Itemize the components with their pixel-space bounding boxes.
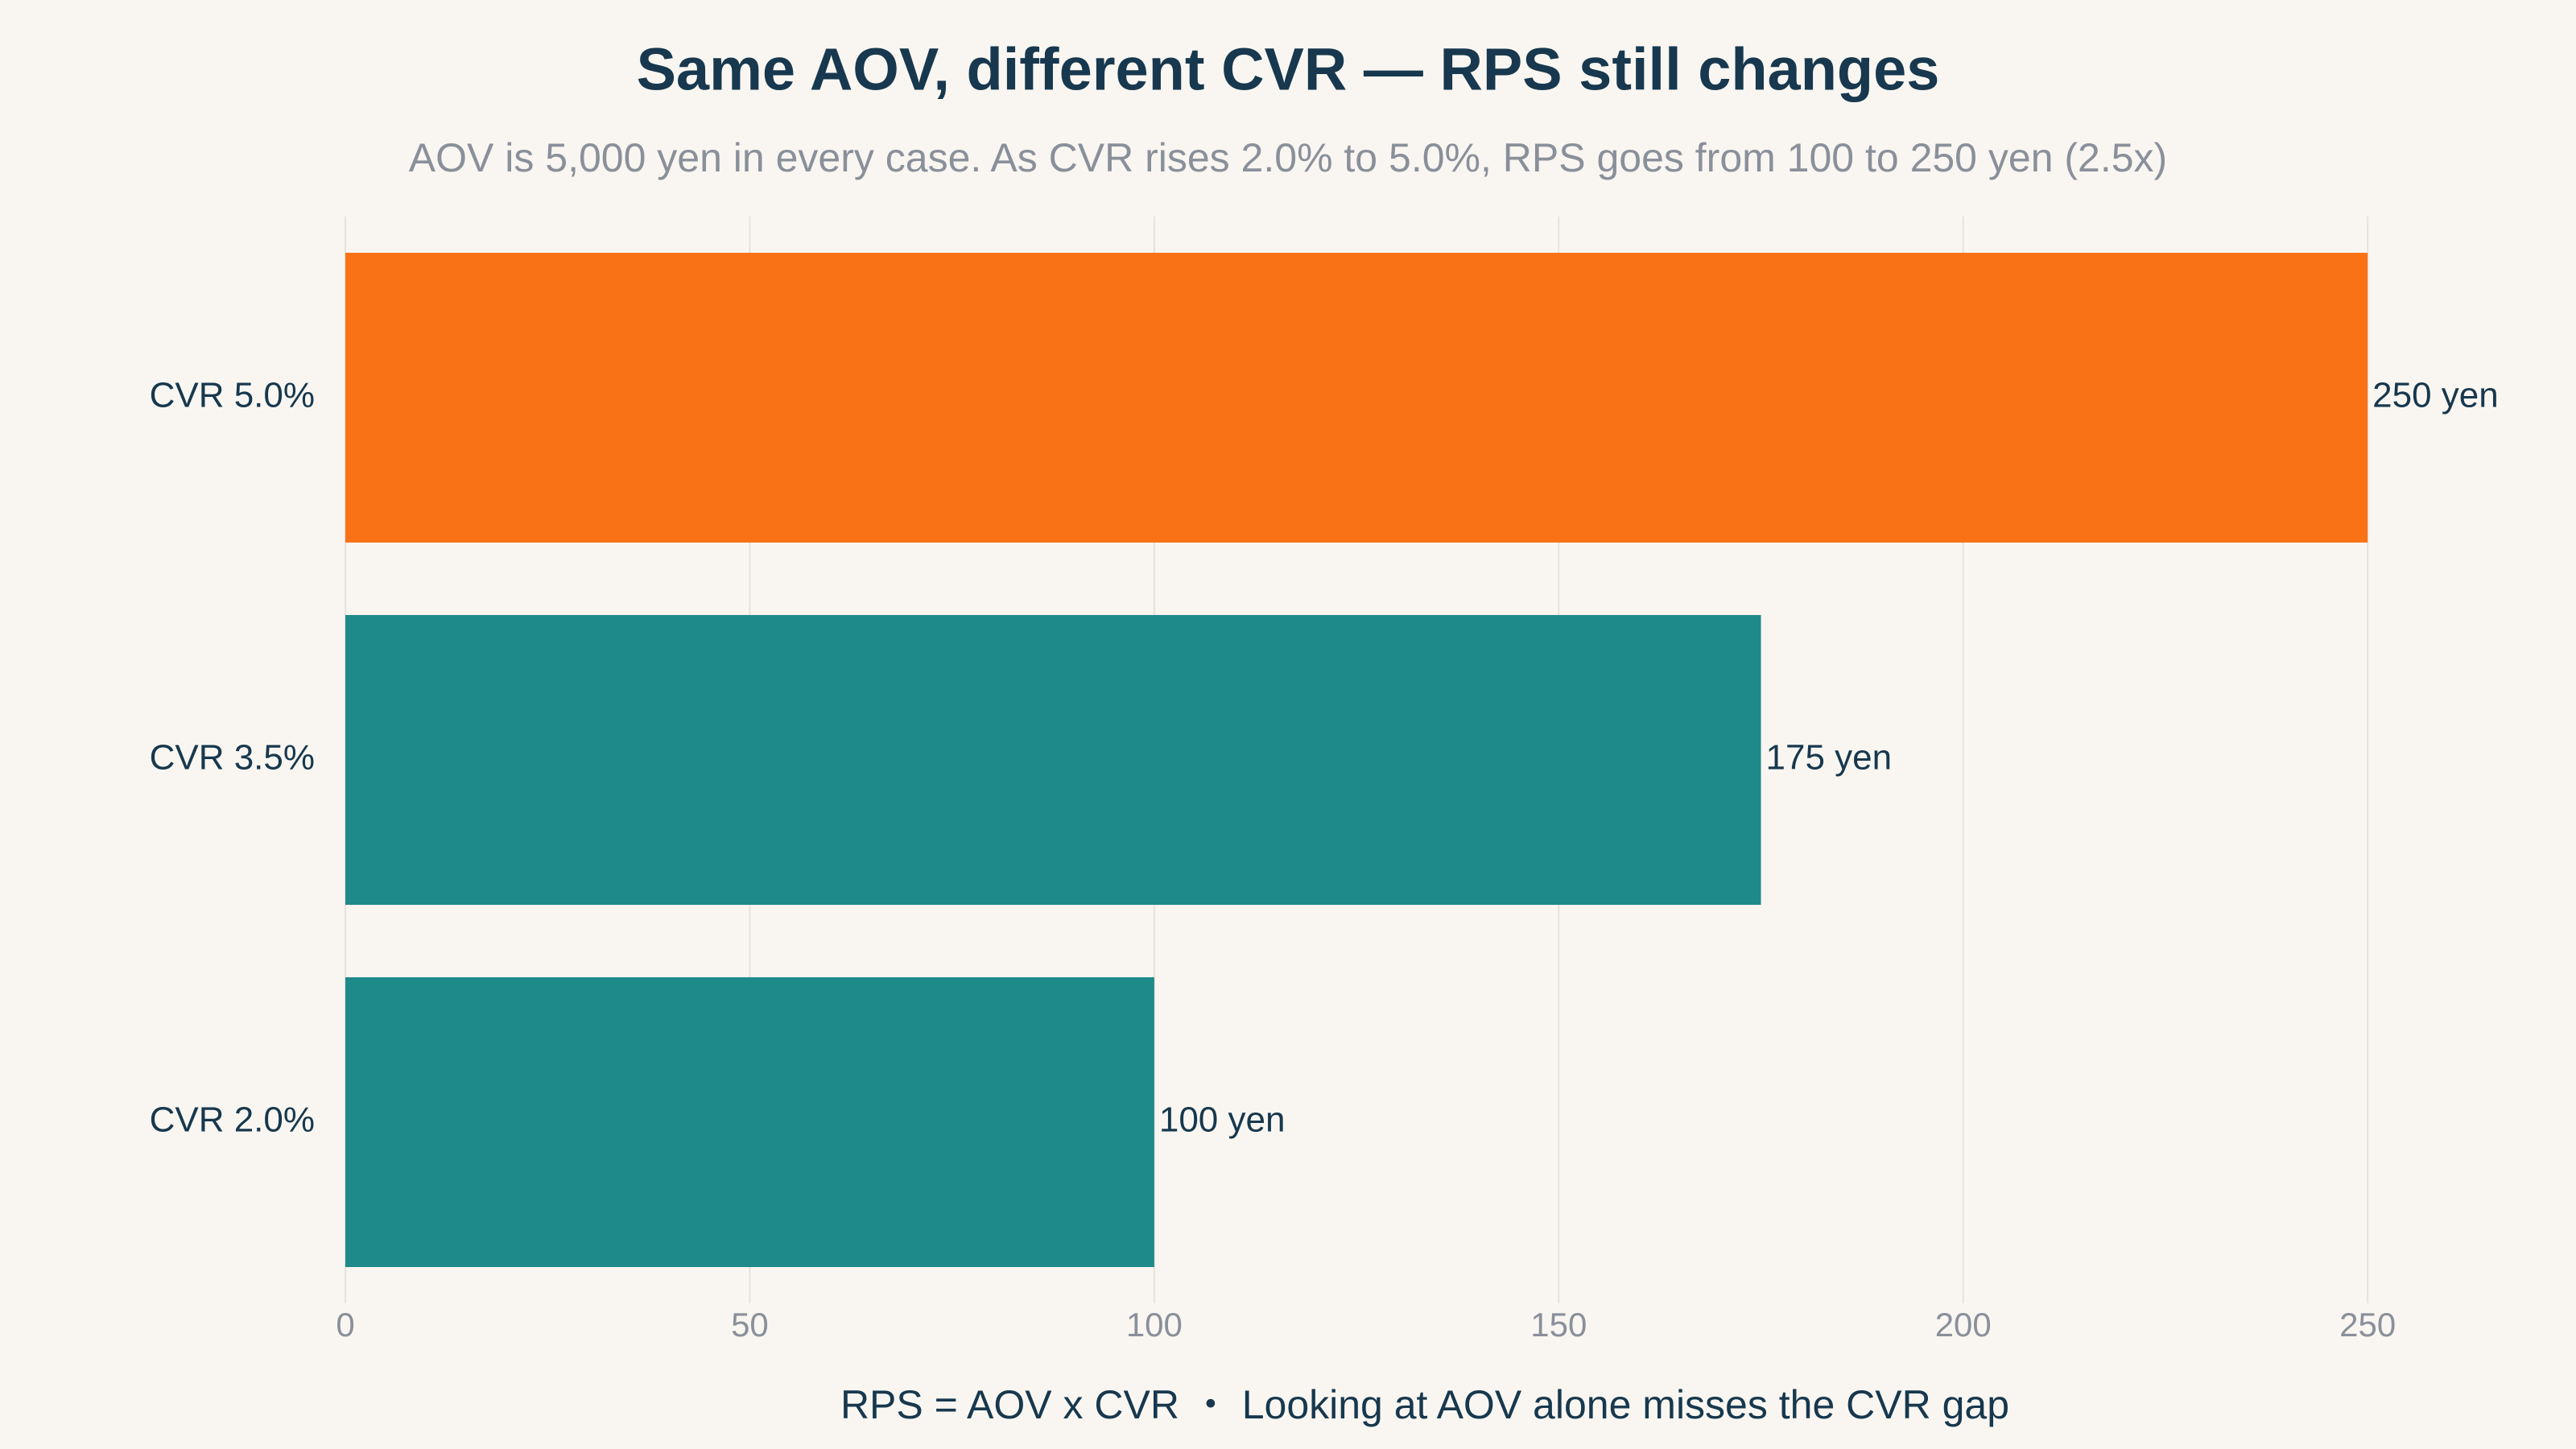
x-tick-label: 100: [1126, 1306, 1183, 1344]
bar: [345, 977, 1154, 1267]
x-tick-label: 50: [731, 1306, 769, 1344]
chart-title: Same AOV, different CVR — RPS still chan…: [637, 36, 1940, 103]
x-tick-label: 250: [2339, 1306, 2396, 1344]
y-tick-label: CVR 2.0%: [150, 1100, 315, 1140]
x-tick-label: 0: [336, 1306, 354, 1344]
x-tick-label: 200: [1935, 1306, 1992, 1344]
bar: [345, 615, 1761, 905]
x-axis-title: RPS = AOV x CVR ・ Looking at AOV alone m…: [840, 1382, 2009, 1427]
bar: [345, 253, 2368, 543]
x-tick-label: 150: [1530, 1306, 1587, 1344]
value-label: 100 yen: [1159, 1100, 1286, 1140]
y-tick-label: CVR 5.0%: [150, 376, 315, 415]
y-tick-label: CVR 3.5%: [150, 738, 315, 778]
value-label: 175 yen: [1766, 738, 1893, 778]
chart-subtitle: AOV is 5,000 yen in every case. As CVR r…: [409, 135, 2167, 180]
value-label: 250 yen: [2372, 376, 2499, 415]
